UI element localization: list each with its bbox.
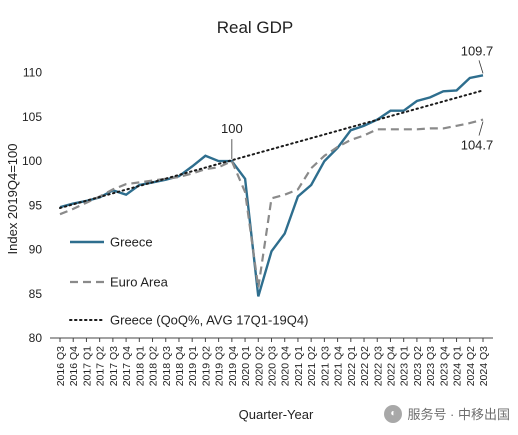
annotation-label: 109.7: [461, 43, 494, 58]
x-tick-label: 2019 Q1: [187, 346, 199, 386]
x-tick-label: 2024 Q1: [452, 346, 464, 386]
y-tick-label: 100: [22, 154, 42, 168]
x-tick-label: 2020 Q4: [280, 346, 292, 386]
x-tick-label: 2021 Q3: [319, 346, 331, 386]
x-tick-label: 2022 Q2: [359, 346, 371, 386]
watermark: ◐ 服务号 · 中移出国: [384, 404, 510, 423]
x-tick-label: 2022 Q1: [346, 346, 358, 386]
y-tick-label: 110: [23, 66, 42, 80]
y-axis-label: Index 2019Q4=100: [5, 144, 20, 255]
x-tick-label: 2021 Q4: [333, 346, 345, 386]
x-tick-label: 2021 Q2: [306, 346, 318, 386]
x-tick-label: 2016 Q4: [68, 346, 80, 386]
annotation-label: 104.7: [461, 138, 494, 153]
x-tick-label: 2020 Q3: [267, 346, 279, 386]
x-tick-label: 2020 Q1: [240, 346, 252, 386]
x-tick-label: 2023 Q3: [425, 346, 437, 386]
series-line-0: [59, 74, 484, 297]
x-tick-label: 2016 Q3: [55, 346, 67, 386]
x-axis-label: Quarter-Year: [239, 407, 314, 422]
x-tick-label: 2024 Q3: [478, 346, 490, 386]
x-tick-label: 2018 Q2: [148, 346, 160, 386]
x-tick-label: 2018 Q3: [161, 346, 173, 386]
x-tick-label: 2017 Q3: [108, 346, 120, 386]
x-tick-label: 2018 Q1: [134, 346, 146, 386]
annotation-leader: [478, 121, 484, 136]
legend-label: Greece (QoQ%, AVG 17Q1-19Q4): [110, 313, 308, 328]
series-line-2: [59, 89, 484, 209]
series-line-1: [59, 118, 484, 288]
legend-label: Euro Area: [110, 275, 169, 290]
x-tick-label: 2023 Q4: [438, 346, 450, 386]
x-tick-label: 2022 Q3: [372, 346, 384, 386]
annotation-label: 100: [221, 121, 243, 136]
x-tick-label: 2020 Q2: [253, 346, 265, 386]
y-tick-label: 95: [29, 198, 43, 212]
x-tick-label: 2019 Q4: [227, 346, 239, 386]
legend-label: Greece: [110, 235, 153, 250]
wechat-icon: ◐: [384, 404, 403, 423]
watermark-text: 服务号 · 中移出国: [407, 407, 510, 422]
x-tick-label: 2019 Q2: [200, 346, 212, 386]
x-tick-label: 2017 Q2: [95, 346, 107, 386]
x-tick-label: 2024 Q2: [465, 346, 477, 386]
x-tick-label: 2018 Q4: [174, 346, 186, 386]
x-tick-label: 2021 Q1: [293, 346, 305, 386]
y-tick-label: 85: [29, 287, 43, 301]
y-tick-label: 105: [22, 110, 42, 124]
x-tick-label: 2019 Q3: [214, 346, 226, 386]
y-tick-label: 80: [29, 331, 43, 345]
y-tick-label: 90: [29, 243, 43, 257]
x-tick-label: 2022 Q4: [385, 346, 397, 386]
x-tick-label: 2017 Q4: [121, 346, 133, 386]
x-tick-label: 2023 Q2: [412, 346, 424, 386]
x-tick-label: 2017 Q1: [81, 346, 93, 386]
x-tick-label: 2023 Q1: [399, 346, 411, 386]
annotation-leader: [478, 60, 484, 74]
chart-title: Real GDP: [217, 18, 294, 37]
